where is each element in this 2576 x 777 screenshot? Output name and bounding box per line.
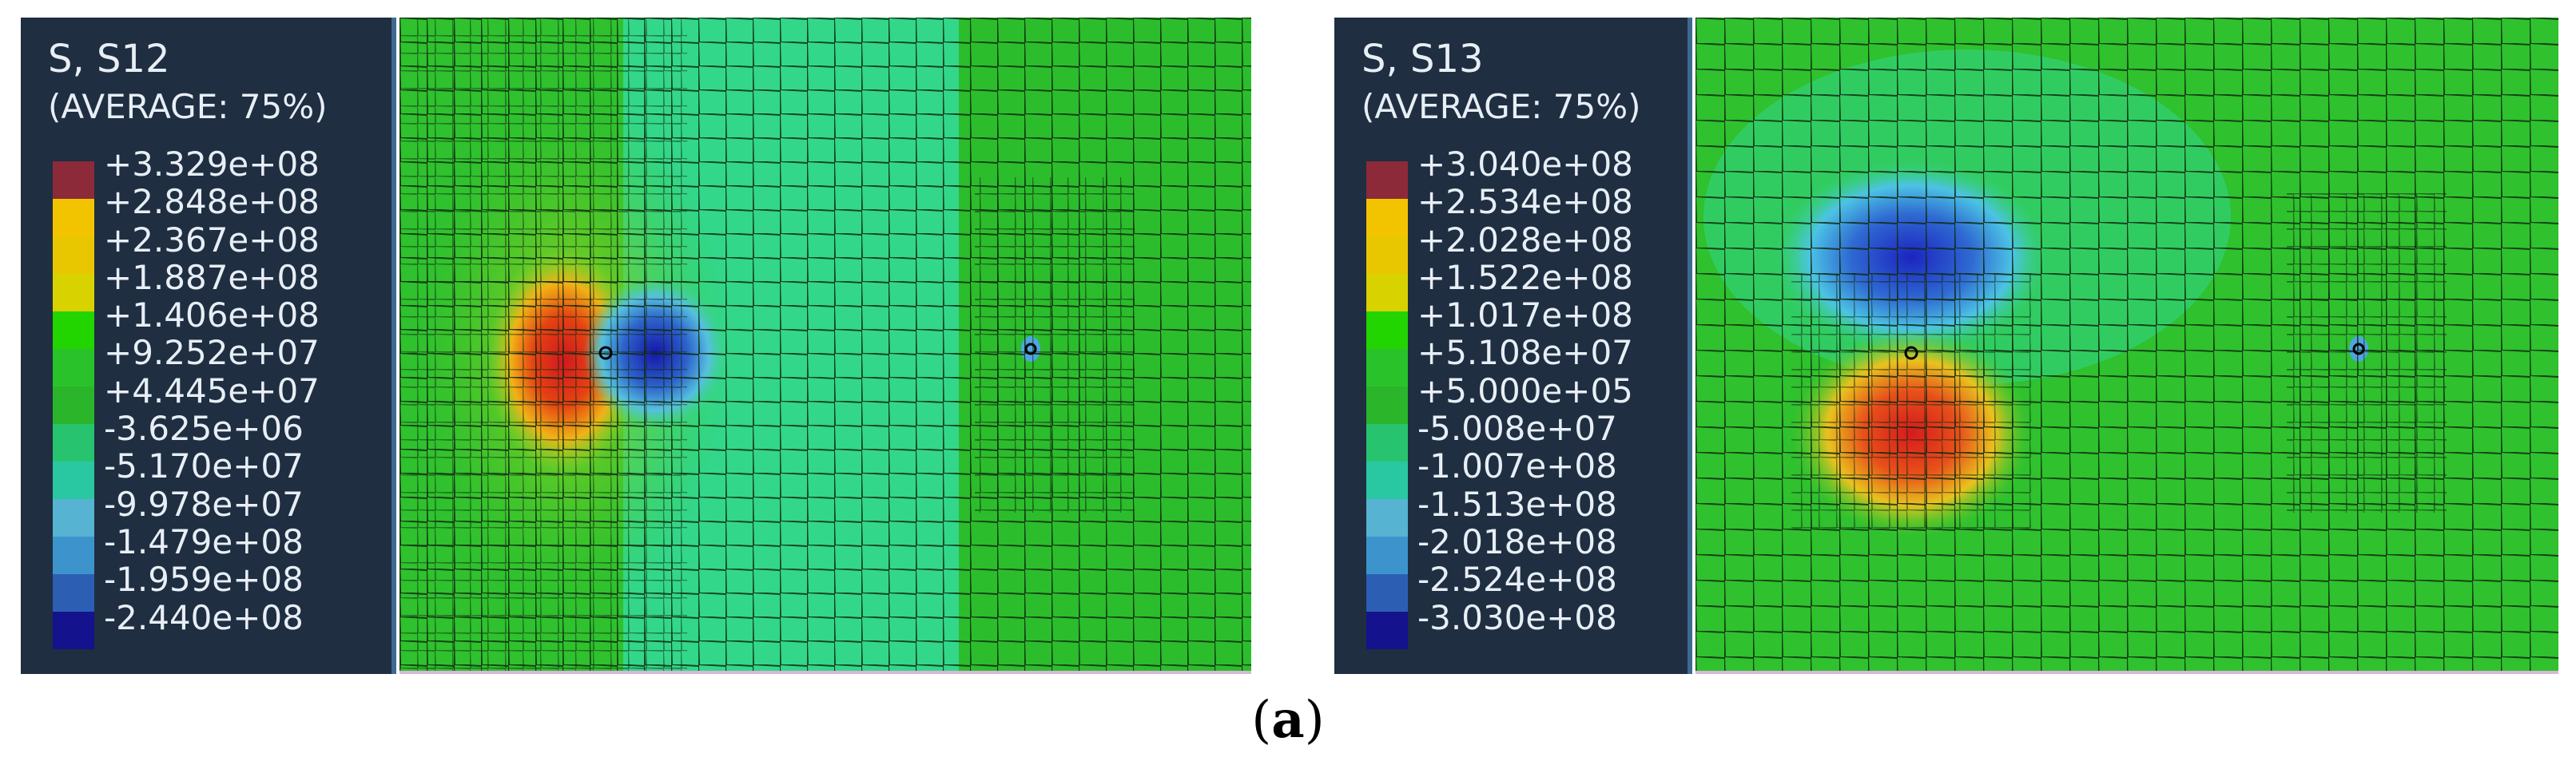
legend-swatch xyxy=(53,236,94,274)
legend-value: -1.959e+08 xyxy=(104,560,304,600)
legend-value: -1.479e+08 xyxy=(104,521,304,561)
legend-swatch xyxy=(53,199,94,236)
crack-tip-marker xyxy=(2352,343,2365,355)
legend-swatch xyxy=(1366,349,1408,387)
legend-value: +5.000e+05 xyxy=(1417,371,1633,410)
legend-swatch xyxy=(53,274,94,311)
crack-tip-marker xyxy=(1904,346,1918,360)
mesh-grid-fine-right xyxy=(975,177,1135,513)
legend-value: -1.007e+08 xyxy=(1417,446,1617,486)
legend-swatch xyxy=(1366,462,1408,499)
legend-value: +3.040e+08 xyxy=(1417,145,1633,184)
fem-mesh-view-s12 xyxy=(400,18,1251,674)
legend-swatch xyxy=(1366,499,1408,537)
legend-value: +4.445e+07 xyxy=(104,371,320,410)
contour-panel-s13: S, S13 (AVERAGE: 75%) +3.040e+08 +2.534e… xyxy=(1334,18,2558,674)
legend-title: S, S12 xyxy=(48,37,170,81)
legend-swatch xyxy=(53,161,94,199)
legend-value: -5.170e+07 xyxy=(104,446,304,486)
legend-swatch xyxy=(1366,236,1408,274)
figure-caption: (a) xyxy=(1251,690,1325,750)
legend-value: -1.513e+08 xyxy=(1417,484,1617,524)
crack-tip-marker xyxy=(598,346,613,360)
legend-swatch xyxy=(1366,537,1408,574)
legend-value: -2.440e+08 xyxy=(104,597,304,637)
legend-subtitle: (AVERAGE: 75%) xyxy=(48,87,328,126)
legend-swatch xyxy=(1366,311,1408,349)
legend-values: +3.329e+08 +2.848e+08 +2.367e+08 +1.887e… xyxy=(104,145,320,636)
legend-swatch xyxy=(1366,199,1408,236)
caption-letter: a xyxy=(1271,690,1305,750)
legend-value: -2.018e+08 xyxy=(1417,521,1617,561)
crack-tip-marker xyxy=(1024,343,1037,355)
legend-swatch xyxy=(53,311,94,349)
mesh-grid-fine-right xyxy=(2287,193,2447,513)
legend-value: +1.017e+08 xyxy=(1417,295,1633,335)
legend-values: +3.040e+08 +2.534e+08 +2.028e+08 +1.522e… xyxy=(1417,145,1633,636)
legend-value: +3.329e+08 xyxy=(104,145,320,184)
legend-swatch xyxy=(53,499,94,537)
legend-swatch xyxy=(53,349,94,387)
legend-swatch xyxy=(1366,161,1408,199)
legend-swatch xyxy=(53,574,94,612)
legend-color-bar xyxy=(53,161,94,649)
legend-value: +1.406e+08 xyxy=(104,295,320,335)
legend-swatch xyxy=(53,462,94,499)
legend-value: +2.848e+08 xyxy=(104,182,320,222)
legend-value: -2.524e+08 xyxy=(1417,560,1617,600)
legend-value: +5.108e+07 xyxy=(1417,333,1633,373)
legend-value: -9.978e+07 xyxy=(104,484,304,524)
legend-swatch xyxy=(53,612,94,649)
legend-swatch xyxy=(1366,424,1408,462)
fem-mesh-view-s13 xyxy=(1695,18,2558,674)
mesh-grid-fine xyxy=(400,18,687,671)
legend-title: S, S13 xyxy=(1362,37,1484,81)
legend-value: +2.534e+08 xyxy=(1417,182,1633,222)
legend-value: +9.252e+07 xyxy=(104,333,320,373)
legend-value: +2.028e+08 xyxy=(1417,220,1633,260)
legend-s13: S, S13 (AVERAGE: 75%) +3.040e+08 +2.534e… xyxy=(1334,18,1692,674)
legend-value: +2.367e+08 xyxy=(104,220,320,260)
legend-value: -5.008e+07 xyxy=(1417,409,1617,449)
legend-swatch xyxy=(1366,387,1408,424)
legend-subtitle: (AVERAGE: 75%) xyxy=(1362,87,1641,126)
legend-swatch xyxy=(1366,574,1408,612)
legend-swatch xyxy=(53,387,94,424)
legend-value: +1.887e+08 xyxy=(104,257,320,297)
legend-swatch xyxy=(53,537,94,574)
legend-s12: S, S12 (AVERAGE: 75%) +3.329e+08 +2.848e… xyxy=(21,18,396,674)
contour-panel-s12: S, S12 (AVERAGE: 75%) +3.329e+08 +2.848e… xyxy=(21,18,1251,674)
legend-swatch xyxy=(53,424,94,462)
legend-value: -3.030e+08 xyxy=(1417,597,1617,637)
legend-color-bar xyxy=(1366,161,1408,649)
legend-swatch xyxy=(1366,274,1408,311)
legend-value: +1.522e+08 xyxy=(1417,257,1633,297)
legend-value: -3.625e+06 xyxy=(104,409,304,449)
mesh-grid-fine xyxy=(1791,273,2031,529)
legend-swatch xyxy=(1366,612,1408,649)
